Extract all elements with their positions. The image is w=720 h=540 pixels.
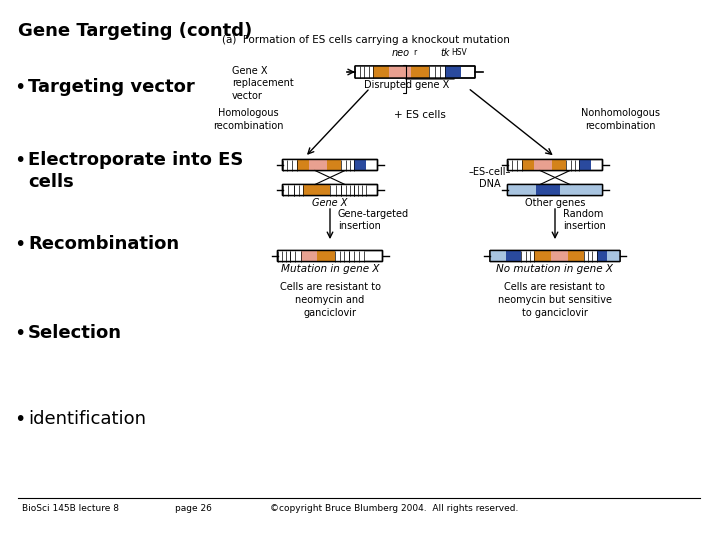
FancyBboxPatch shape: [508, 159, 603, 171]
FancyBboxPatch shape: [355, 66, 475, 78]
Bar: [301, 251, 318, 261]
Text: identification: identification: [28, 410, 146, 428]
Bar: [584, 251, 597, 261]
Text: Electroporate into ES
cells: Electroporate into ES cells: [28, 151, 243, 191]
Text: Cells are resistant to
neomycin but sensitive
to ganciclovir: Cells are resistant to neomycin but sens…: [498, 282, 612, 319]
Bar: [373, 66, 389, 78]
Text: •: •: [14, 324, 25, 343]
Bar: [552, 159, 567, 171]
Text: (a)  Formation of ES cells carrying a knockout mutation: (a) Formation of ES cells carrying a kno…: [222, 35, 510, 45]
Text: HSV: HSV: [451, 48, 467, 57]
FancyBboxPatch shape: [508, 185, 603, 195]
Bar: [327, 159, 341, 171]
Bar: [313, 185, 330, 195]
Bar: [303, 185, 313, 195]
Text: Mutation in gene X: Mutation in gene X: [281, 265, 379, 274]
Bar: [341, 159, 354, 171]
Bar: [318, 251, 336, 261]
Bar: [559, 185, 603, 195]
Bar: [505, 251, 521, 261]
Text: Gene X
replacement
vector: Gene X replacement vector: [232, 66, 294, 101]
Bar: [282, 185, 294, 195]
Bar: [597, 251, 607, 261]
Bar: [341, 185, 354, 195]
Text: + ES cells: + ES cells: [394, 110, 446, 120]
Bar: [282, 159, 297, 171]
Text: ©copyright Bruce Blumberg 2004.  All rights reserved.: ©copyright Bruce Blumberg 2004. All righ…: [270, 504, 518, 513]
FancyBboxPatch shape: [490, 251, 620, 261]
Bar: [354, 185, 366, 195]
Bar: [521, 251, 534, 261]
Bar: [330, 185, 341, 195]
FancyBboxPatch shape: [282, 185, 377, 195]
Text: Nonhomologous
recombination: Nonhomologous recombination: [580, 108, 660, 131]
Bar: [355, 66, 373, 78]
FancyBboxPatch shape: [277, 251, 382, 261]
Bar: [294, 185, 303, 195]
Bar: [429, 66, 445, 78]
Bar: [534, 251, 551, 261]
Bar: [551, 251, 568, 261]
Bar: [534, 159, 552, 171]
Text: r: r: [413, 48, 416, 57]
Bar: [536, 185, 559, 195]
Text: BioSci 145B lecture 8: BioSci 145B lecture 8: [22, 504, 119, 513]
Bar: [411, 66, 429, 78]
Text: Disrupted gene X: Disrupted gene X: [364, 80, 449, 90]
Text: No mutation in gene X: No mutation in gene X: [497, 265, 613, 274]
Text: •: •: [14, 151, 25, 170]
Text: •: •: [14, 235, 25, 254]
Bar: [290, 251, 301, 261]
Text: Cells are resistant to
neomycin and
ganciclovir: Cells are resistant to neomycin and ganc…: [279, 282, 380, 319]
Text: page 26: page 26: [175, 504, 212, 513]
Text: Targeting vector: Targeting vector: [28, 78, 194, 96]
FancyBboxPatch shape: [282, 159, 377, 171]
Text: Recombination: Recombination: [28, 235, 179, 253]
Text: •: •: [14, 410, 25, 429]
Text: neo: neo: [392, 48, 410, 58]
Bar: [354, 159, 366, 171]
Bar: [568, 251, 584, 261]
Text: –ES-cell–
DNA: –ES-cell– DNA: [469, 167, 511, 189]
Bar: [445, 66, 461, 78]
Bar: [490, 251, 505, 261]
Bar: [522, 159, 534, 171]
Bar: [309, 159, 327, 171]
Text: tk: tk: [440, 48, 449, 58]
Bar: [567, 159, 579, 171]
Bar: [508, 185, 536, 195]
Text: Selection: Selection: [28, 324, 122, 342]
Bar: [579, 159, 591, 171]
Bar: [508, 159, 522, 171]
Text: Gene Targeting (contd): Gene Targeting (contd): [18, 22, 252, 40]
Bar: [336, 251, 349, 261]
Bar: [389, 66, 411, 78]
Bar: [297, 159, 309, 171]
Text: Gene-targeted
insertion: Gene-targeted insertion: [338, 209, 409, 231]
Bar: [349, 251, 364, 261]
Text: Random
insertion: Random insertion: [563, 209, 606, 231]
Text: Homologous
recombination: Homologous recombination: [212, 108, 283, 131]
Text: Other genes: Other genes: [525, 198, 585, 207]
Text: •: •: [14, 78, 25, 97]
Bar: [277, 251, 290, 261]
Text: Gene X: Gene X: [312, 198, 348, 207]
Bar: [607, 251, 620, 261]
